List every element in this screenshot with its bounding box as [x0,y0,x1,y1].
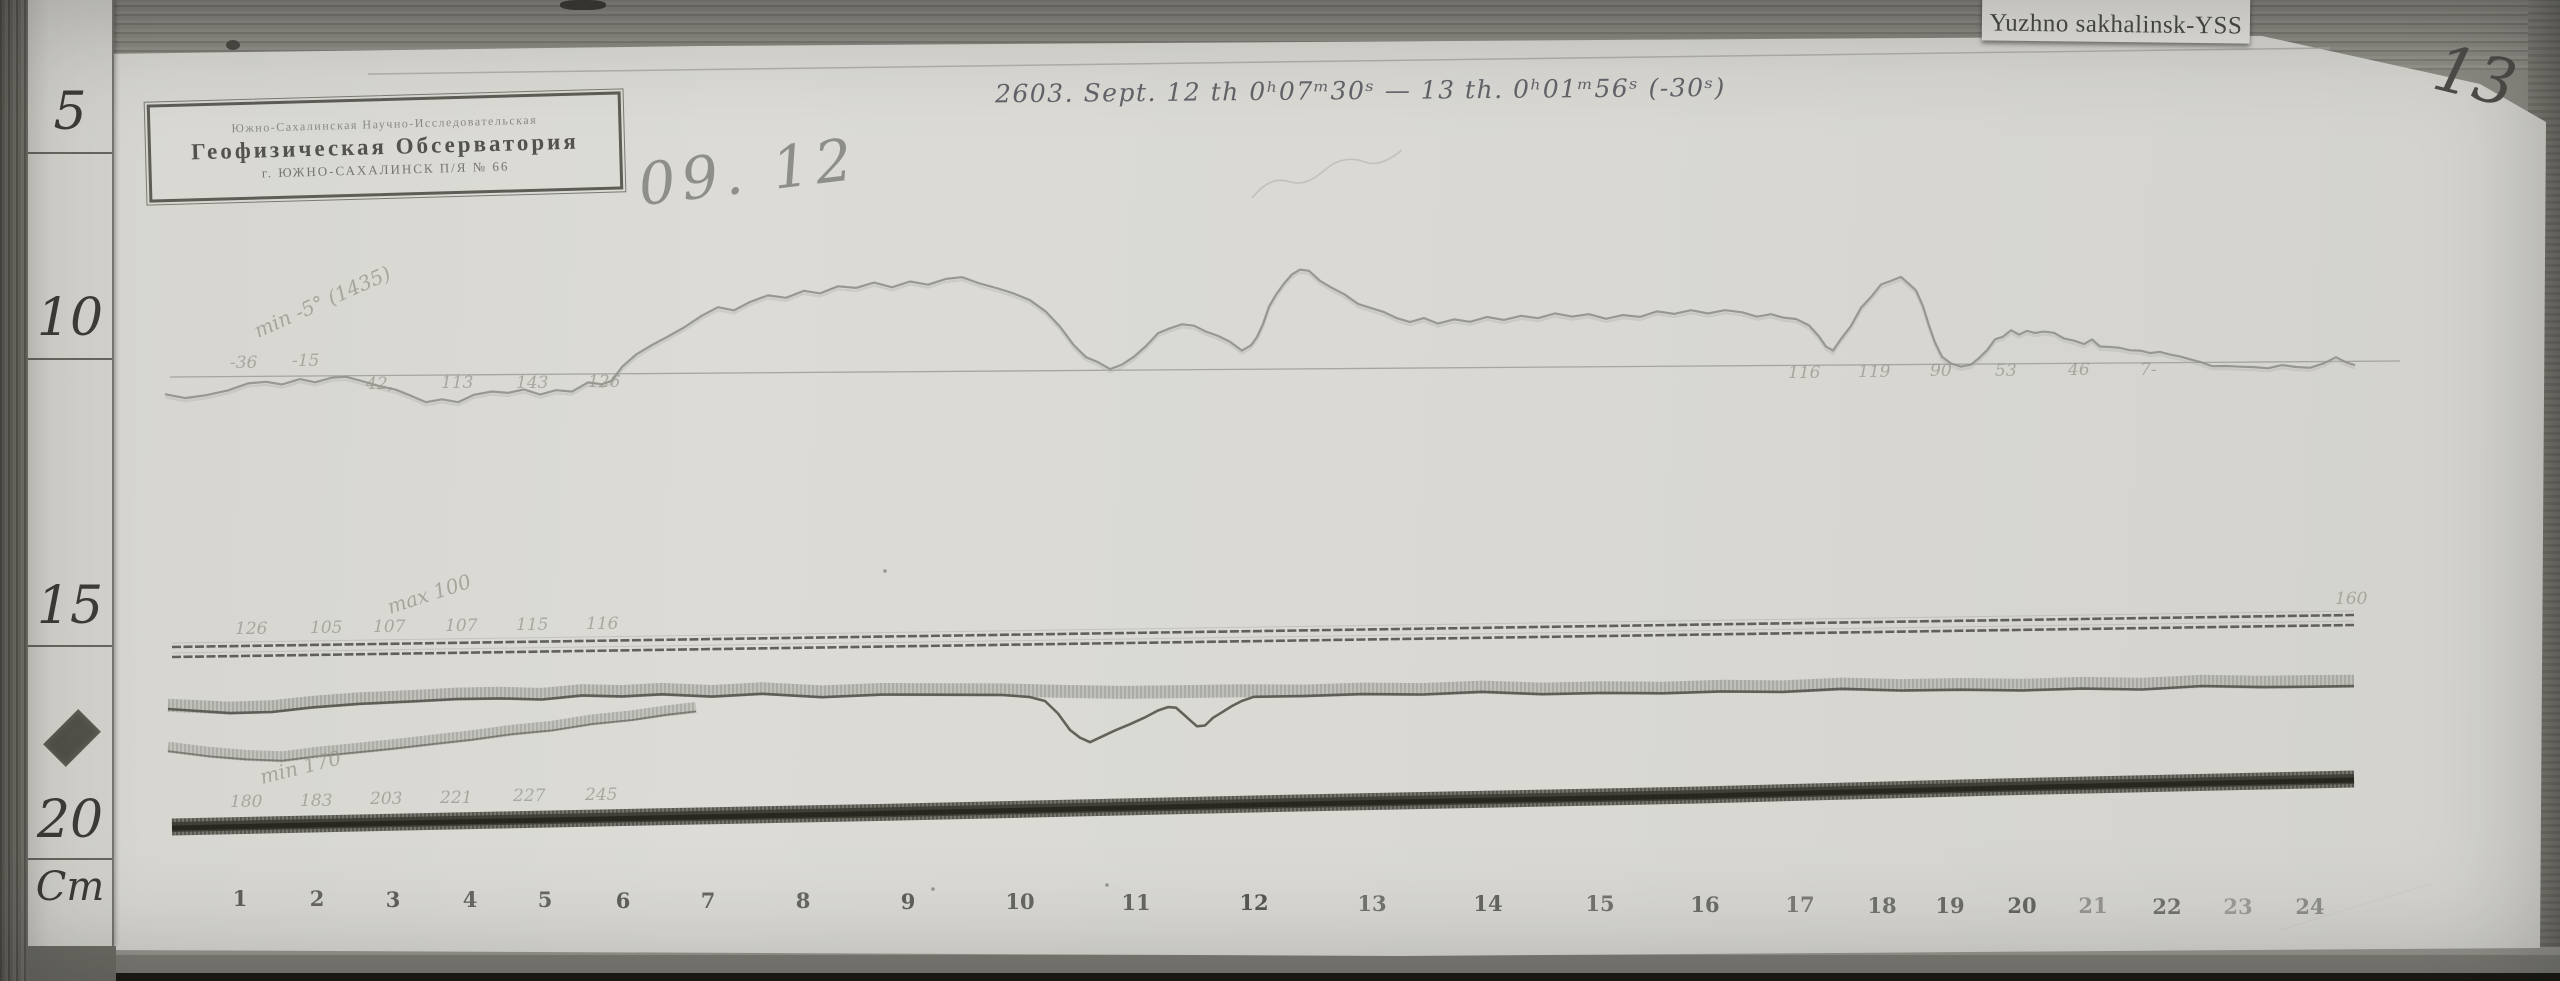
station-label: Yuzhno sakhalinsk-YSS [1981,0,2251,44]
pencil-value: 221 [439,788,472,808]
reference-line-echo [171,620,2355,654]
pencil-value: 180 [230,792,263,812]
pencil-value: 126 [588,372,621,392]
reference-line-1 [171,613,2355,649]
pencil-value: -36 [230,353,258,373]
reference-line-echo [171,610,2355,644]
pencil-value: 105 [310,618,342,638]
ruler-division-line [28,152,112,154]
pencil-value: 107 [445,616,478,636]
pencil-value: 119 [1858,362,1891,382]
d-baseline [169,360,2401,378]
pencil-value: 203 [369,789,402,809]
pencil-value: 160 [2335,589,2368,609]
pencil-value: 116 [1788,363,1821,383]
ruler-mark-15: 15 [36,576,104,636]
ruler-mark-20: 20 [36,790,104,850]
ruler: 5 10 15 20 Cm [26,0,116,981]
ruler-end [28,946,116,981]
pencil-annotation: min -5° (1435) [250,261,394,343]
ruler-mark-10: 10 [36,288,104,348]
pencil-value: 53 [1995,361,2017,381]
clip-shadow [560,0,606,10]
pencil-value: 183 [300,791,332,811]
pencil-value: 42, [365,374,393,394]
pencil-value: 126 [235,619,268,639]
observatory-stamp: Южно-Сахалинская Научно-Исследовательска… [143,87,627,207]
pencil-value: 143 [516,373,548,393]
pencil-value: 227 [512,786,546,806]
ruler-mark-5: 5 [53,82,87,142]
pencil-value: 113 [441,373,473,393]
pencil-value: -15 [292,351,319,371]
h-trace-band [167,674,2355,715]
wood-background-left [0,0,28,981]
z-trace-band [167,702,697,763]
ruler-division-line [28,358,112,360]
paper-scratch [2279,883,2431,931]
pencil-value: 7- [2140,360,2157,380]
speck [883,569,887,573]
pencil-value: 115 [516,615,548,635]
pencil-value: 107 [373,617,406,637]
ruler-unit-label: Cm [35,864,105,910]
h-trace [167,684,2355,744]
d-trace [164,268,2356,404]
speck [1105,883,1109,887]
base-band-core [171,777,2355,831]
z-trace [167,710,697,762]
d-trace-echo [164,271,2356,407]
speck [931,887,935,891]
station-label-text: Yuzhno sakhalinsk-YSS [1989,9,2243,40]
pencil-value: 245 [584,785,617,805]
ruler-division-line [28,858,112,860]
faint-scribble [1251,149,1403,199]
pencil-annotation: max 100 [384,569,474,619]
paper-crease [367,47,2331,75]
reference-line-2 [171,623,2355,659]
paper-corner-mark [226,40,240,50]
ruler-diamond-symbol [43,709,101,767]
pencil-value: 46 [2067,360,2090,380]
pencil-value: 90 [1930,361,1952,381]
pencil-value: 116 [586,614,619,634]
ruler-division-line [28,645,112,647]
